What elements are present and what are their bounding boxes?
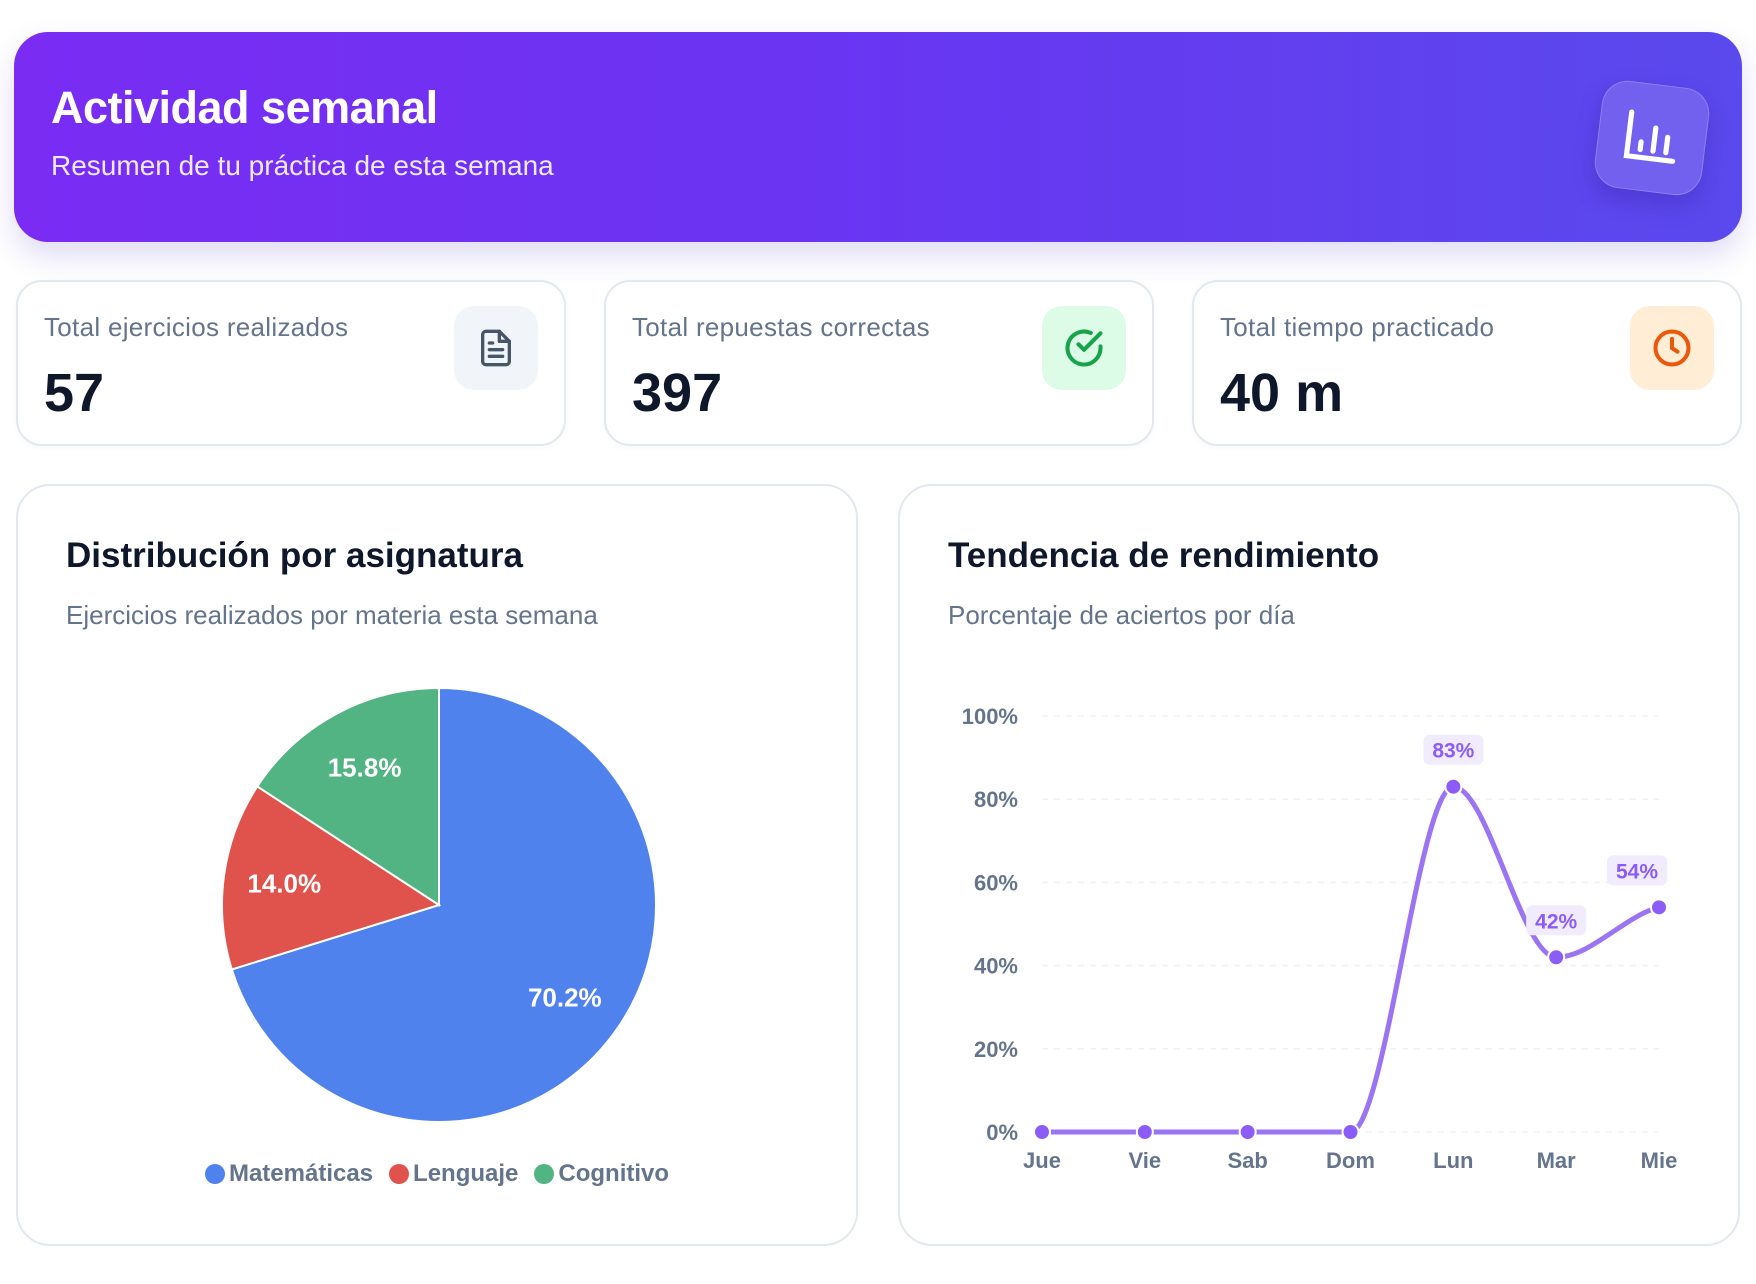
data-point	[1547, 948, 1566, 967]
legend-swatch	[534, 1164, 555, 1184]
pie-slice-label: 15.8%	[328, 753, 402, 783]
pie-slice-label: 14.0%	[247, 868, 321, 898]
pie-chart: 70.2% 14.0% 15.8%	[221, 686, 657, 1123]
x-tick-label: Mie	[1641, 1148, 1678, 1173]
series-line	[1039, 784, 1662, 1135]
x-tick-label: Mar	[1537, 1148, 1577, 1173]
data-point	[1033, 1123, 1051, 1141]
pie-slice-lenguaje	[221, 785, 442, 971]
stat-value: 57	[44, 363, 105, 423]
y-tick-label: 0%	[986, 1120, 1018, 1145]
card-title: Tendencia de rendimiento	[948, 536, 1380, 575]
pie-slice-label: 70.2%	[528, 983, 602, 1013]
header-banner: Actividad semanal Resumen de tu práctica…	[14, 32, 1742, 242]
clock-icon	[1630, 306, 1714, 390]
x-tick-label: Sab	[1227, 1148, 1267, 1173]
page-subtitle: Resumen de tu práctica de esta semana	[51, 150, 554, 181]
pie-legend: Matemáticas Lenguaje Cognitivo	[18, 1160, 856, 1188]
y-tick-label: 100%	[962, 704, 1018, 729]
legend-item[interactable]: Lenguaje	[389, 1160, 518, 1188]
data-label-text: 54%	[1616, 860, 1658, 883]
data-label-text: 42%	[1535, 910, 1577, 933]
legend-label: Lenguaje	[413, 1160, 519, 1187]
card-subtitle: Ejercicios realizados por materia esta s…	[66, 600, 598, 630]
data-label-text: 83%	[1432, 740, 1474, 763]
y-tick-label: 40%	[974, 954, 1018, 979]
x-tick-label: Vie	[1129, 1148, 1162, 1173]
page-title: Actividad semanal	[51, 82, 438, 133]
stat-value: 40 m	[1220, 363, 1344, 423]
trend-card: Tendencia de rendimiento Porcentaje de a…	[898, 484, 1740, 1246]
check-circle-icon	[1042, 306, 1126, 390]
card-title: Distribución por asignatura	[66, 536, 523, 575]
legend-item[interactable]: Cognitivo	[534, 1160, 669, 1188]
pie-slice-matemáticas	[230, 686, 657, 1123]
stat-card-exercises: Total ejercicios realizados 57	[16, 280, 566, 446]
y-tick-label: 20%	[974, 1037, 1018, 1062]
data-label: 83%	[1423, 734, 1484, 765]
stat-label: Total tiempo practicado	[1220, 312, 1495, 342]
data-point	[1650, 898, 1668, 917]
x-tick-label: Jue	[1023, 1148, 1061, 1173]
y-tick-label: 80%	[974, 787, 1018, 812]
document-icon	[454, 306, 538, 390]
stat-label: Total ejercicios realizados	[44, 312, 349, 342]
legend-swatch	[389, 1164, 410, 1184]
line-chart: 0% 20% 40% 60% 80% 100% Jue Vie Sab Dom Lun Mar Mie 8…	[962, 704, 1678, 1173]
card-subtitle: Porcentaje de aciertos por día	[948, 600, 1295, 630]
distribution-card: Distribución por asignatura Ejercicios r…	[16, 484, 858, 1246]
legend-label: Matemáticas	[228, 1160, 374, 1187]
y-tick-label: 60%	[974, 870, 1018, 895]
data-label: 42%	[1526, 905, 1587, 936]
legend-swatch	[204, 1164, 225, 1184]
data-label-bg	[1526, 905, 1587, 936]
data-label: 54%	[1607, 855, 1667, 886]
stat-card-time: Total tiempo practicado 40 m	[1192, 280, 1742, 446]
legend-label: Cognitivo	[558, 1160, 670, 1187]
x-tick-label: Lun	[1433, 1148, 1473, 1173]
data-point	[1238, 1123, 1257, 1141]
bar-chart-icon	[1591, 77, 1713, 199]
pie-slice-cognitivo	[255, 686, 440, 907]
data-point	[1135, 1123, 1154, 1141]
data-point	[1444, 777, 1463, 796]
stat-label: Total repuestas correctas	[632, 312, 930, 342]
data-label-bg	[1423, 734, 1484, 765]
data-point	[1341, 1123, 1360, 1141]
x-tick-label: Dom	[1326, 1148, 1375, 1173]
legend-item[interactable]: Matemáticas	[204, 1160, 374, 1188]
stat-value: 397	[632, 363, 723, 423]
data-label-bg	[1607, 855, 1667, 886]
stat-card-correct: Total repuestas correctas 397	[604, 280, 1154, 446]
